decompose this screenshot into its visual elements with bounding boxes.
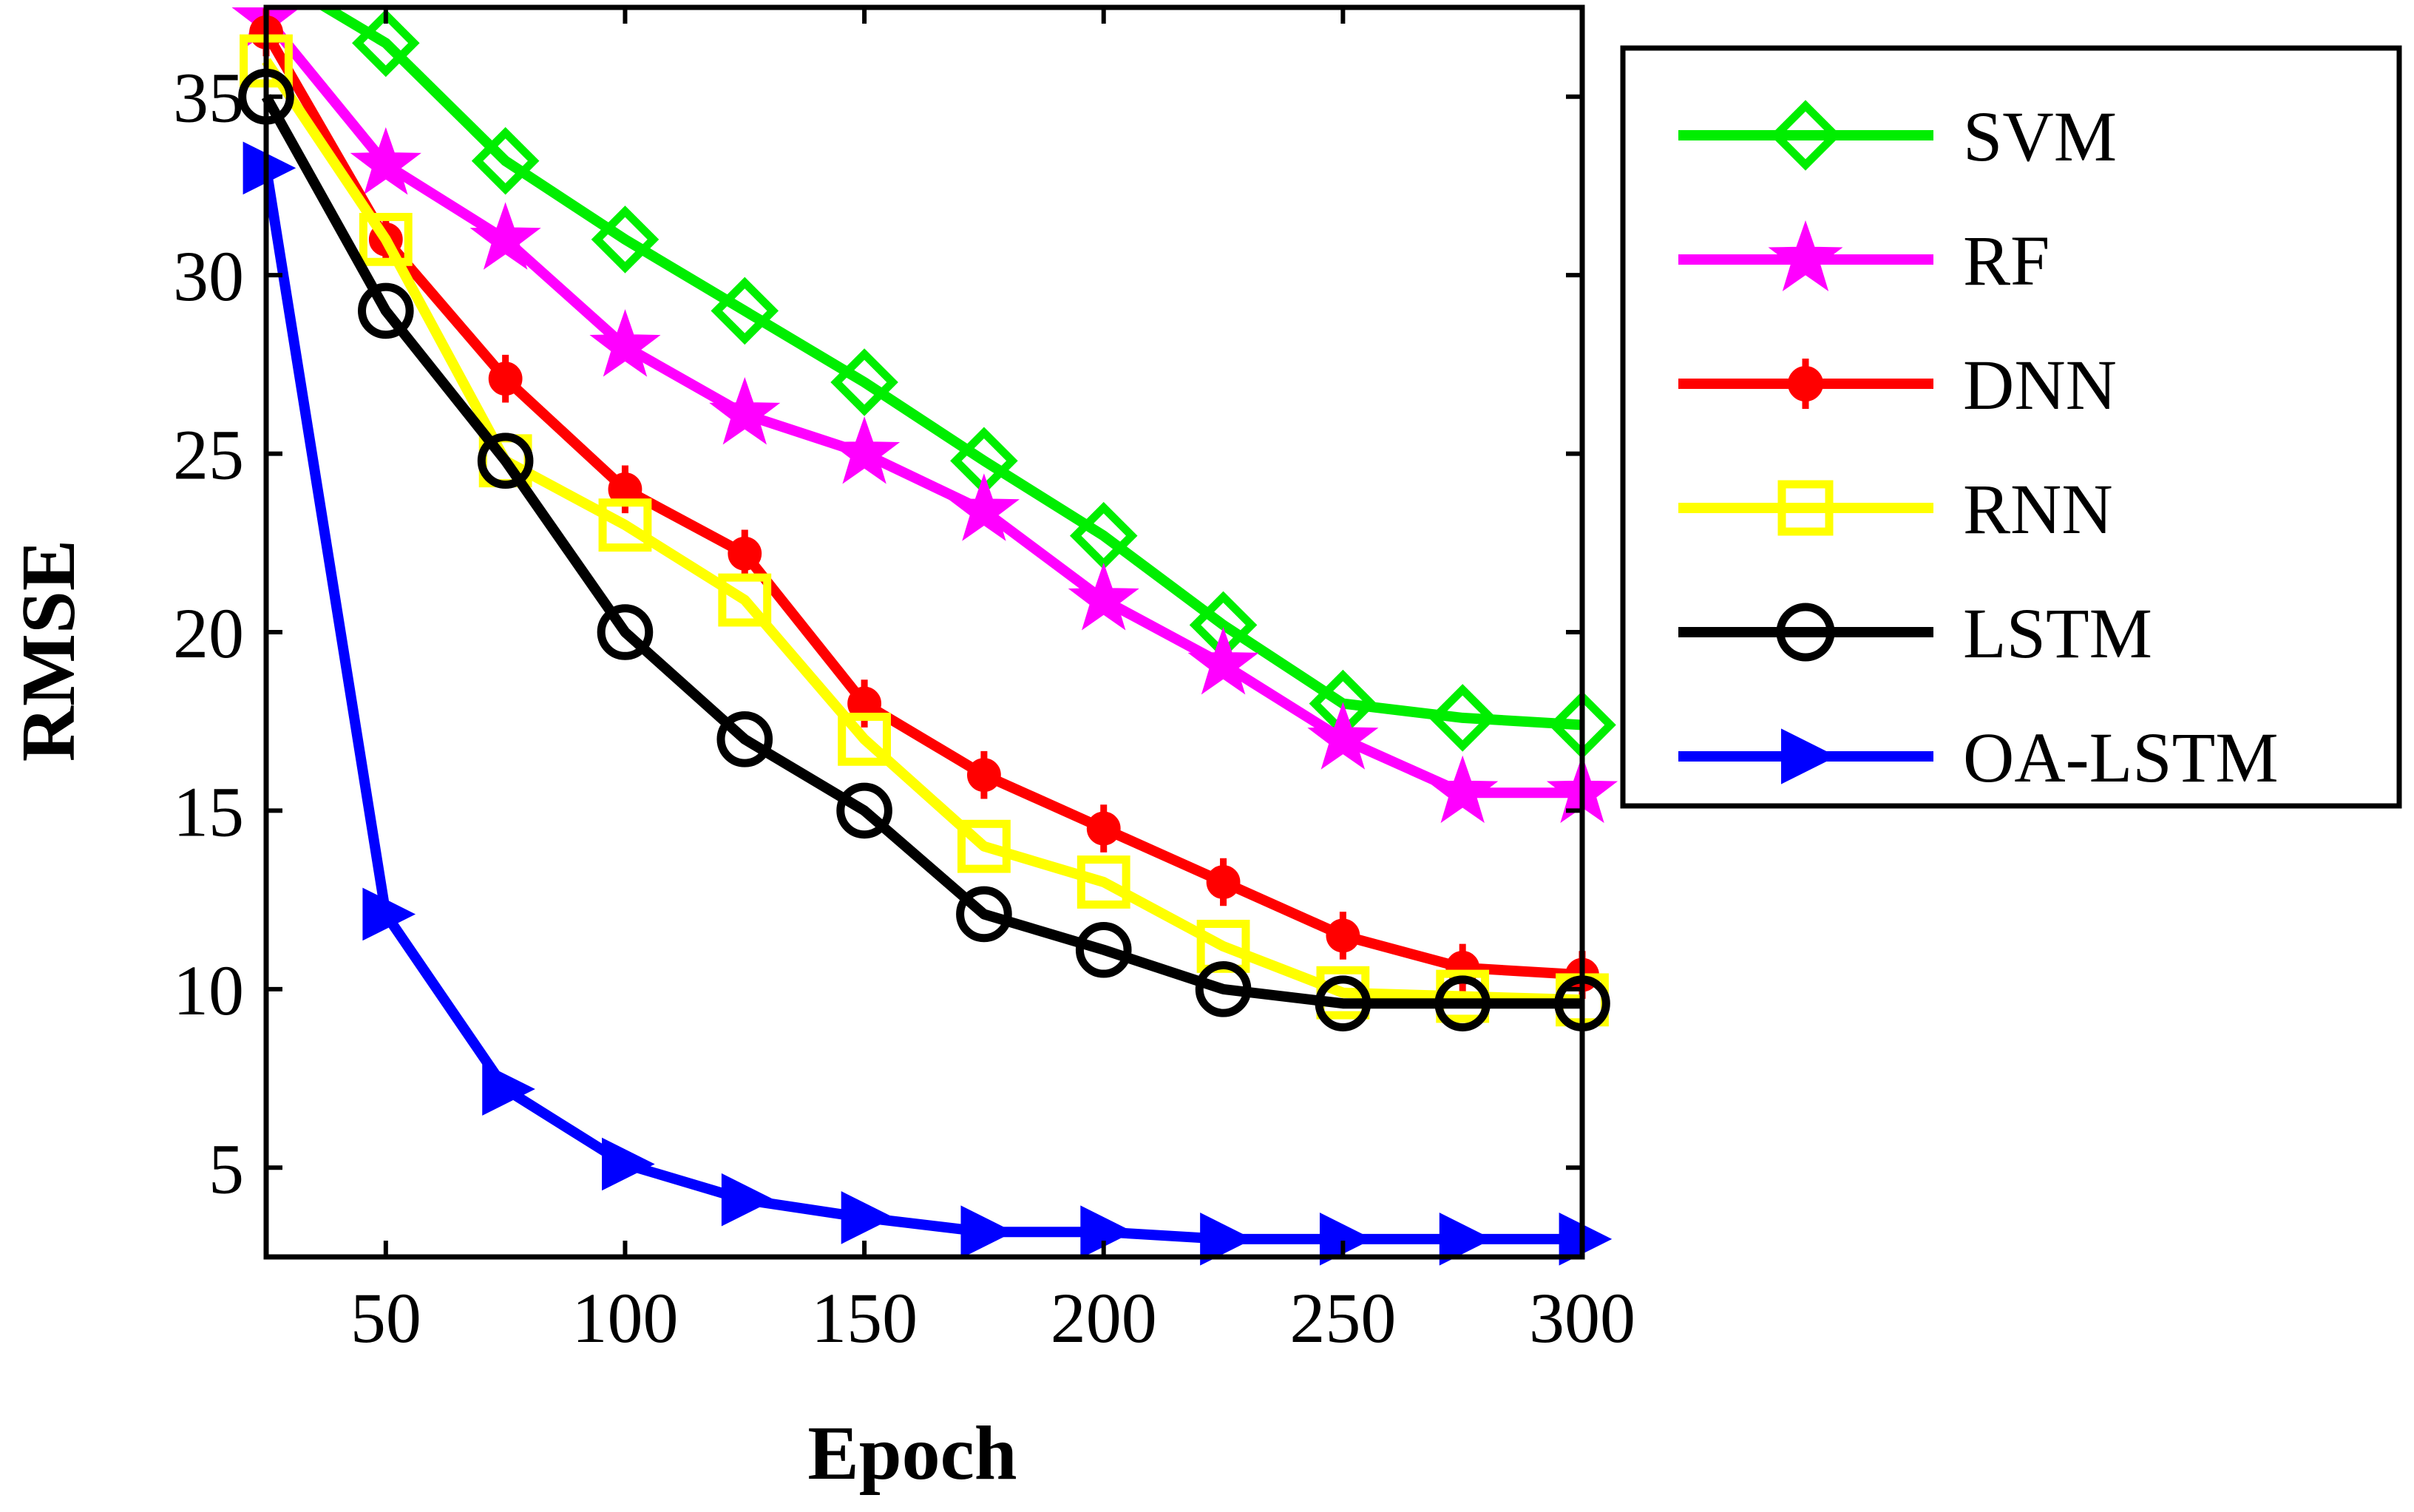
legend-label: OA-LSTM <box>1963 718 2279 797</box>
legend-marker <box>1768 220 1843 291</box>
legend-entry-rf: RF <box>1678 220 2049 300</box>
data-point-oa-lstm <box>482 1062 535 1116</box>
data-point-svm <box>1428 684 1496 752</box>
data-point-rf <box>1307 702 1379 770</box>
data-point-svm <box>352 9 420 78</box>
y-tick-label: 30 <box>173 237 244 316</box>
data-point-lstm <box>1315 975 1372 1031</box>
data-point-oa-lstm <box>1200 1213 1253 1266</box>
data-point-oa-lstm <box>243 141 296 195</box>
axes: 50 100 150 200 250 300 5 10 15 20 25 30 35 <box>173 4 1635 1357</box>
data-point-rnn <box>957 819 1011 873</box>
legend-box <box>1620 45 2402 809</box>
x-tick-label: 100 <box>572 1278 678 1357</box>
data-point-rnn <box>359 212 413 266</box>
data-point-rnn <box>1077 855 1130 909</box>
data-point-rf <box>350 126 421 195</box>
y-tick-label: 15 <box>173 772 244 851</box>
series-dnn <box>249 8 1599 999</box>
y-tick-label: 20 <box>173 594 244 673</box>
x-tick-label: 300 <box>1529 1278 1635 1357</box>
data-point-rnn <box>598 498 652 552</box>
data-point-oa-lstm <box>362 887 416 941</box>
data-point-oa-lstm <box>1080 1205 1133 1259</box>
data-point-oa-lstm <box>960 1205 1014 1259</box>
series-line-rf <box>262 15 1582 799</box>
data-point-lstm <box>716 711 773 767</box>
data-point-rnn <box>838 712 891 766</box>
y-axis-title: RMSE <box>6 540 91 762</box>
y-tick-label: 25 <box>173 416 244 495</box>
data-point-lstm <box>477 433 534 489</box>
legend-label: SVM <box>1963 97 2117 176</box>
y-tick-label: 35 <box>173 58 244 138</box>
legend-label: DNN <box>1963 345 2117 424</box>
series-group <box>231 7 1618 1266</box>
data-point-oa-lstm <box>1559 1213 1613 1266</box>
legend-marker <box>1770 100 1841 171</box>
legend-entry-rnn: RNN <box>1678 469 2113 549</box>
series-line-svm <box>316 7 1583 730</box>
data-point-lstm <box>1434 975 1491 1031</box>
series-oa-lstm <box>243 141 1613 1266</box>
series-line-dnn <box>261 30 1583 980</box>
data-point-svm <box>471 126 540 195</box>
legend-entry-oa-lstm: OA-LSTM <box>1678 718 2279 797</box>
data-point-svm <box>591 206 660 274</box>
data-point-rf <box>589 309 661 377</box>
legend-label: RF <box>1963 221 2049 300</box>
legend-entry-dnn: DNN <box>1678 345 2117 424</box>
data-point-lstm <box>956 886 1012 943</box>
legend-marker <box>1776 603 1835 662</box>
data-point-rf <box>828 416 901 484</box>
data-point-oa-lstm <box>1319 1213 1373 1266</box>
legend-entry-lstm: LSTM <box>1678 594 2152 673</box>
data-point-oa-lstm <box>841 1191 895 1244</box>
data-point-rf <box>948 473 1020 541</box>
data-point-rnn <box>718 573 772 627</box>
x-tick-label: 150 <box>811 1278 918 1357</box>
series-line-lstm <box>261 94 1582 1009</box>
data-point-lstm <box>358 282 414 339</box>
series-rf <box>231 7 1618 824</box>
data-point-lstm <box>597 604 654 660</box>
legend-marker <box>1781 728 1837 784</box>
data-point-rf <box>1187 626 1259 695</box>
series-lstm <box>238 68 1610 1031</box>
data-point-rf <box>1068 562 1139 631</box>
x-tick-label: 200 <box>1051 1278 1157 1357</box>
data-point-svm <box>830 348 898 416</box>
data-point-rf <box>709 376 781 445</box>
legend-entry-svm: SVM <box>1678 97 2117 176</box>
x-tick-label: 50 <box>350 1278 421 1357</box>
data-point-rf <box>1427 755 1499 824</box>
data-point-oa-lstm <box>602 1137 655 1191</box>
legend: SVM RF DNN RNN LSTM OA-LSTM <box>1620 45 2402 809</box>
legend-label: LSTM <box>1963 594 2152 673</box>
legend-marker <box>1777 480 1834 536</box>
data-point-lstm <box>836 782 892 839</box>
data-point-lstm <box>1195 961 1252 1017</box>
axes-frame <box>263 4 1585 1260</box>
data-point-oa-lstm <box>1439 1213 1493 1266</box>
data-point-oa-lstm <box>721 1173 775 1227</box>
series-rnn <box>240 34 1609 1027</box>
data-point-lstm <box>1075 921 1132 978</box>
data-point-rf <box>469 202 541 270</box>
y-tick-label: 5 <box>208 1129 244 1208</box>
x-tick-label: 250 <box>1289 1278 1396 1357</box>
legend-label: RNN <box>1963 469 2113 549</box>
data-point-svm <box>711 277 779 345</box>
x-axis-title: Epoch <box>807 1411 1017 1496</box>
plot-area <box>231 7 1618 1266</box>
series-svm <box>316 7 1616 759</box>
y-tick-label: 10 <box>173 951 244 1030</box>
